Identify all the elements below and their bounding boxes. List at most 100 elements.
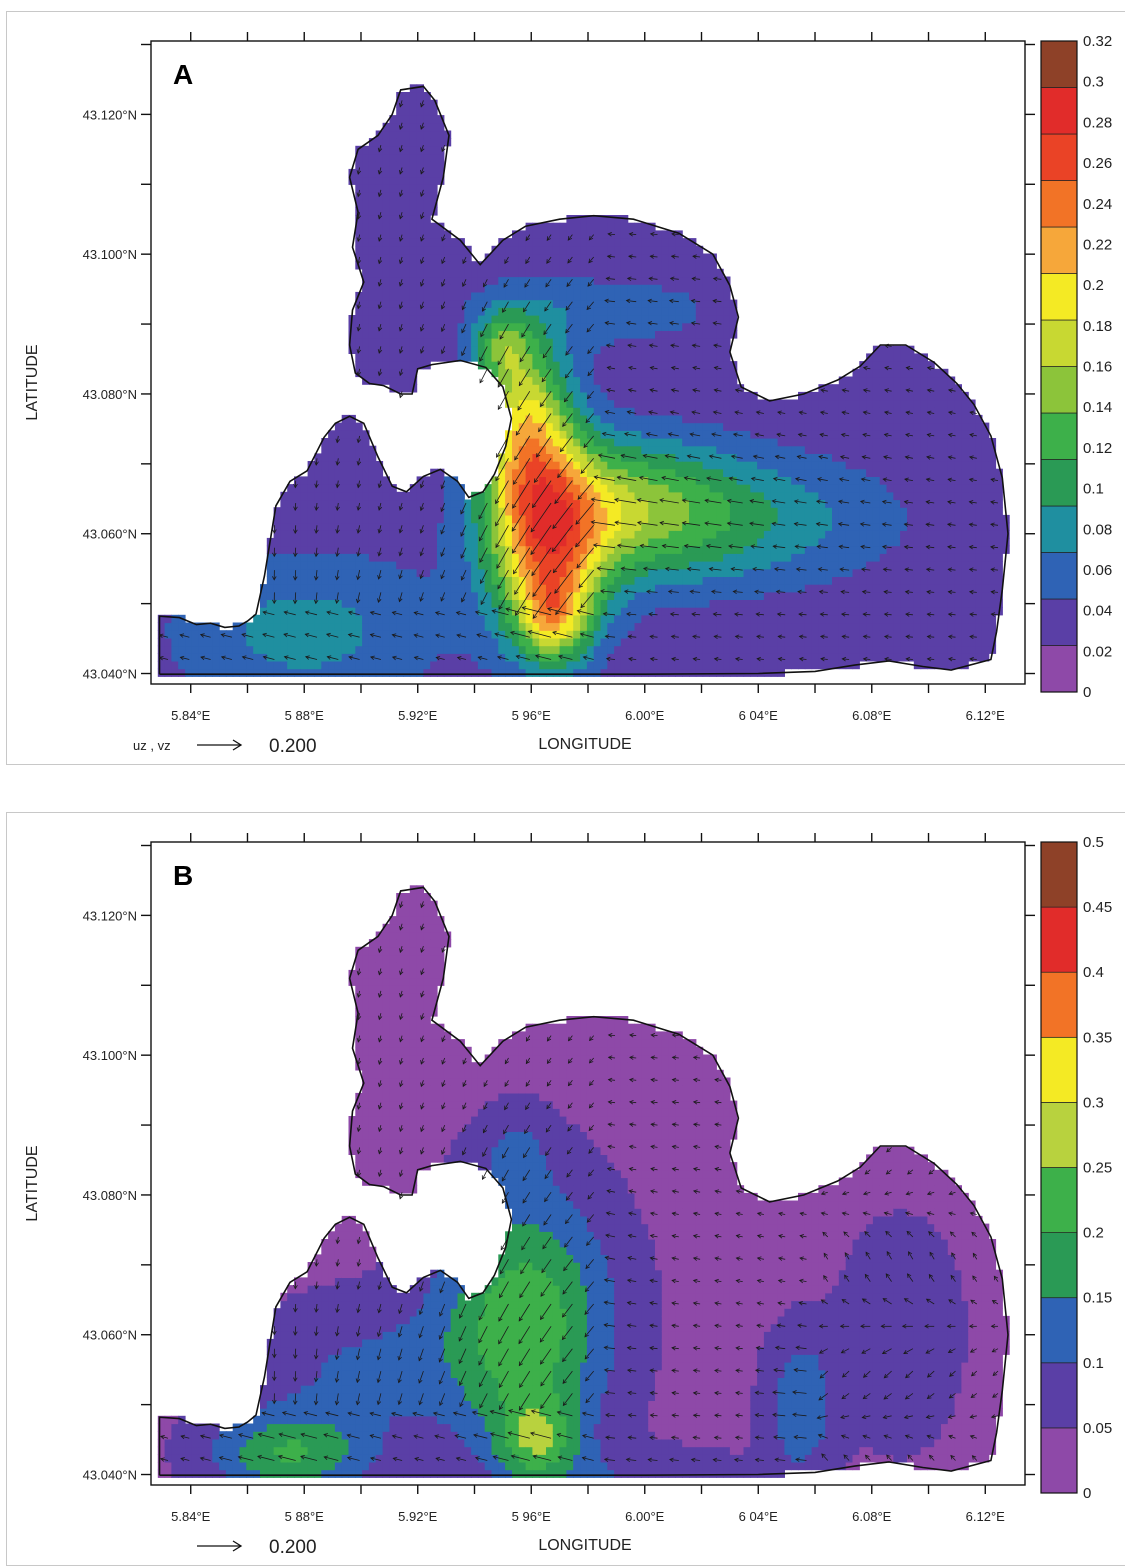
speed-cell [580, 399, 588, 408]
speed-cell [811, 576, 819, 585]
speed-cell [348, 499, 356, 508]
speed-cell [389, 176, 397, 185]
speed-cell [355, 161, 363, 170]
speed-cell [600, 230, 608, 239]
speed-cell [328, 653, 336, 662]
speed-cell [471, 614, 479, 624]
speed-cell [927, 361, 935, 370]
speed-cell [798, 445, 806, 454]
speed-cell [396, 230, 404, 239]
speed-cell [702, 630, 710, 639]
speed-cell [777, 484, 785, 493]
speed-cell [804, 453, 813, 462]
speed-cell [941, 522, 949, 531]
speed-cell [689, 307, 697, 316]
speed-cell [409, 553, 418, 562]
speed-cell [954, 637, 962, 647]
speed-cell [655, 530, 663, 539]
speed-cell [648, 537, 656, 547]
speed-cell [593, 399, 602, 408]
speed-cell [695, 399, 704, 408]
speed-cell [620, 338, 629, 347]
speed-cell [675, 545, 683, 554]
speed-cell [471, 261, 479, 270]
speed-cell [525, 491, 533, 501]
speed-cell [893, 622, 901, 631]
speed-cell [757, 476, 765, 485]
speed-cell [437, 315, 445, 324]
speed-cell [941, 645, 949, 654]
speed-cell [825, 445, 833, 454]
speed-cell [580, 576, 588, 585]
speed-cell [634, 361, 642, 370]
speed-cell [920, 614, 928, 624]
speed-cell [368, 614, 377, 624]
current-speed-map-a: 5.84°E 5 88°E 5.92°E 5 96°E 6.00°E 6 04°E 6.08… [24, 32, 1112, 757]
speed-cell [185, 637, 193, 647]
speed-cell [845, 376, 854, 385]
speed-cell [627, 399, 636, 408]
speed-cell [403, 584, 411, 593]
speed-cell [525, 399, 533, 408]
speed-cell [934, 484, 942, 493]
speed-cell [253, 668, 261, 677]
speed-cell [947, 637, 956, 647]
speed-cell [321, 630, 329, 639]
speed-cell [600, 614, 608, 624]
speed-cell [443, 338, 452, 347]
speed-cell [750, 537, 758, 547]
speed-cell [804, 438, 813, 447]
speed-cell [689, 499, 697, 508]
speed-cell [743, 491, 751, 501]
speed-cell [620, 660, 629, 670]
speed-cell [389, 253, 397, 262]
speed-cell [927, 630, 935, 639]
speed-cell [729, 368, 738, 378]
speed-cell [655, 338, 663, 347]
speed-cell [382, 338, 390, 347]
speed-cell [784, 607, 792, 616]
speed-cell [975, 422, 983, 431]
speed-cell [389, 330, 397, 339]
speed-cell [423, 568, 431, 577]
speed-cell [886, 507, 894, 516]
speed-cell [518, 361, 527, 370]
speed-cell [620, 614, 629, 624]
speed-cell [934, 630, 942, 639]
speed-cell [770, 484, 779, 493]
speed-cell [484, 338, 493, 347]
speed-cell [709, 453, 717, 462]
speed-cell [600, 568, 608, 577]
speed-cell [273, 568, 281, 577]
speed-cell [907, 361, 915, 370]
speed-cell [512, 553, 520, 562]
speed-cell [668, 268, 676, 278]
speed-cell [518, 384, 527, 393]
speed-cell [593, 276, 602, 285]
speed-cell [695, 253, 704, 262]
speed-cell [464, 553, 472, 562]
speed-cell [491, 330, 499, 339]
speed-cell [614, 476, 622, 485]
speed-cell [600, 253, 608, 262]
speed-cell [886, 361, 894, 370]
speed-cell [294, 584, 302, 593]
speed-cell [852, 368, 860, 378]
speed-cell [341, 430, 350, 439]
speed-cell [389, 230, 397, 239]
speed-cell [838, 645, 847, 654]
speed-cell [580, 307, 588, 316]
speed-cell [382, 345, 390, 354]
speed-cell [798, 599, 806, 608]
speed-cell [552, 630, 561, 639]
speed-cell [416, 84, 424, 93]
speed-cell [702, 584, 710, 593]
speed-cell [689, 630, 697, 639]
speed-cell [968, 537, 976, 547]
speed-cell [546, 645, 554, 654]
speed-cell [655, 599, 663, 608]
speed-cell [689, 645, 697, 654]
speed-cell [641, 238, 649, 247]
speed-cell [552, 330, 561, 339]
speed-cell [777, 499, 785, 508]
